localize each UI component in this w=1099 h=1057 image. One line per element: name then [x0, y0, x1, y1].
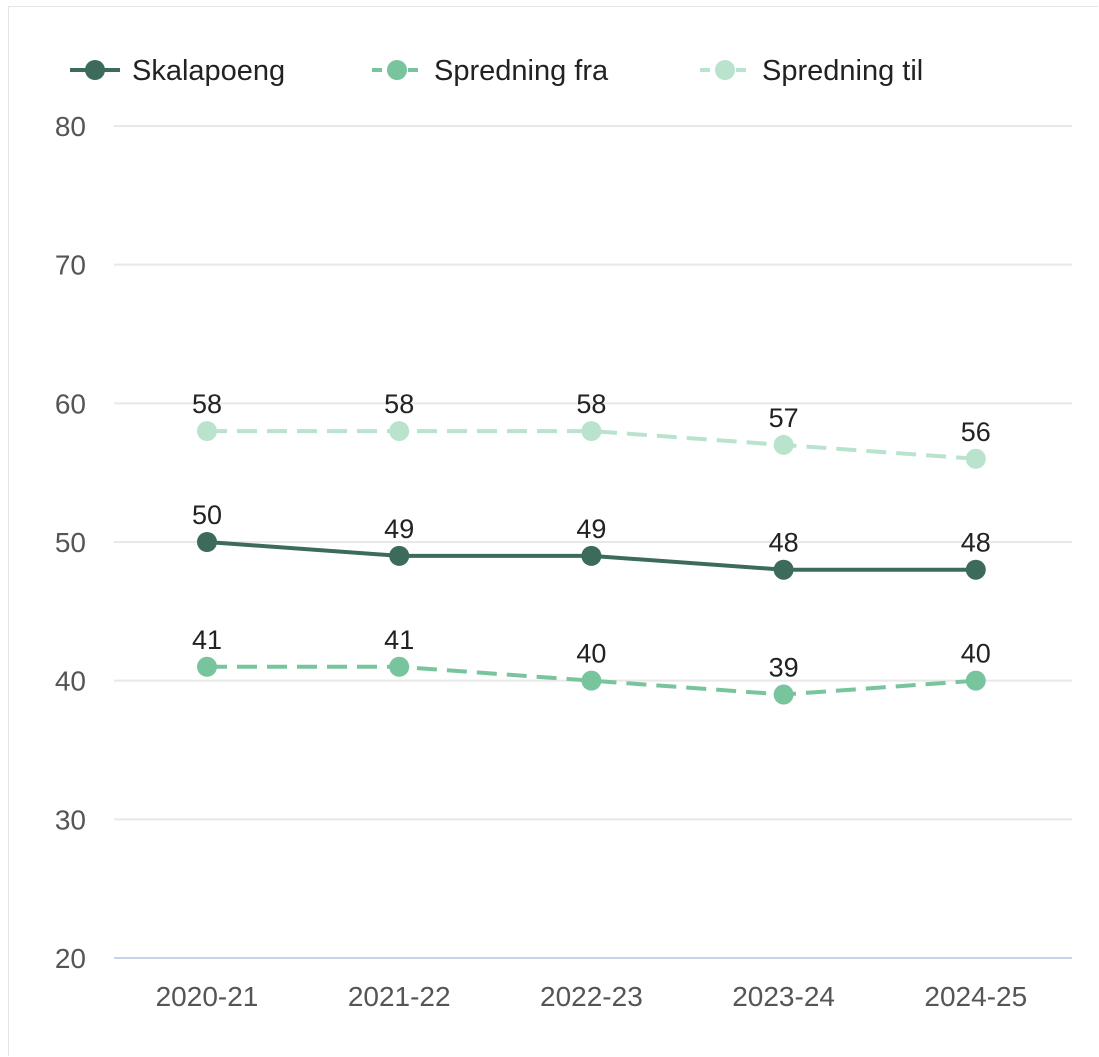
data-point[interactable] [581, 670, 602, 691]
data-label: 41 [192, 625, 222, 655]
x-tick-label: 2021-22 [348, 981, 451, 1012]
series-spredning-til: 58 58 58 57 56 [192, 389, 991, 469]
legend-label: Spredning fra [434, 55, 609, 87]
data-label: 58 [384, 389, 414, 419]
y-tick-label: 60 [55, 388, 86, 419]
data-label: 50 [192, 500, 222, 530]
data-point[interactable] [965, 559, 986, 580]
x-tick-label: 2023-24 [732, 981, 835, 1012]
data-point[interactable] [197, 656, 217, 677]
data-point[interactable] [389, 421, 410, 442]
y-tick-label: 80 [55, 111, 86, 142]
data-point[interactable] [581, 545, 602, 566]
x-tick-label: 2022-23 [540, 981, 643, 1012]
legend-label: Spredning til [762, 55, 923, 87]
data-label: 40 [576, 639, 606, 669]
y-tick-label: 50 [55, 527, 86, 558]
data-point[interactable] [965, 670, 986, 691]
data-point[interactable] [389, 545, 410, 566]
data-point[interactable] [197, 532, 217, 552]
x-tick-label: 2024-25 [924, 981, 1027, 1012]
series-line [207, 664, 976, 697]
series: 58 58 58 57 56 41 41 40 39 40 50 49 49 48 48 [192, 389, 991, 705]
data-point[interactable] [389, 656, 410, 677]
data-label: 41 [384, 625, 414, 655]
legend-label: Skalapoeng [132, 55, 285, 87]
data-point[interactable] [773, 434, 794, 455]
y-tick-label: 40 [55, 666, 86, 697]
data-label: 39 [769, 653, 799, 683]
series-line [207, 429, 976, 461]
series-spredning-fra: 41 41 40 39 40 [192, 625, 991, 705]
x-tick-label: 2020-21 [156, 981, 259, 1012]
data-point[interactable] [197, 421, 217, 442]
legend-item-spredning-fra[interactable]: Spredning fra [372, 55, 609, 87]
series-skalapoeng: 50 49 49 48 48 [192, 500, 991, 580]
y-tick-label: 20 [55, 943, 86, 974]
data-label: 48 [961, 528, 991, 558]
axes: 20 30 40 50 60 70 80 2020-21 2021-22 2022-23 2023-… [55, 111, 1027, 1012]
data-label: 49 [576, 514, 606, 544]
legend-marker [715, 60, 735, 80]
data-label: 48 [769, 528, 799, 558]
legend-item-skalapoeng[interactable]: Skalapoeng [70, 55, 285, 87]
data-label: 58 [576, 389, 606, 419]
data-label: 56 [961, 417, 991, 447]
legend[interactable]: Skalapoeng Spredning fra Spredning til [70, 55, 923, 87]
data-point[interactable] [581, 421, 602, 442]
data-point[interactable] [773, 684, 794, 705]
legend-marker [387, 60, 407, 80]
data-label: 58 [192, 389, 222, 419]
data-label: 57 [769, 403, 799, 433]
legend-item-spredning-til[interactable]: Spredning til [700, 55, 923, 87]
data-label: 49 [384, 514, 414, 544]
data-point[interactable] [773, 559, 794, 580]
data-point[interactable] [965, 448, 986, 469]
data-label: 40 [961, 639, 991, 669]
legend-marker [85, 60, 105, 80]
y-tick-label: 70 [55, 250, 86, 281]
chart-container [8, 6, 1098, 1056]
y-tick-label: 30 [55, 804, 86, 835]
